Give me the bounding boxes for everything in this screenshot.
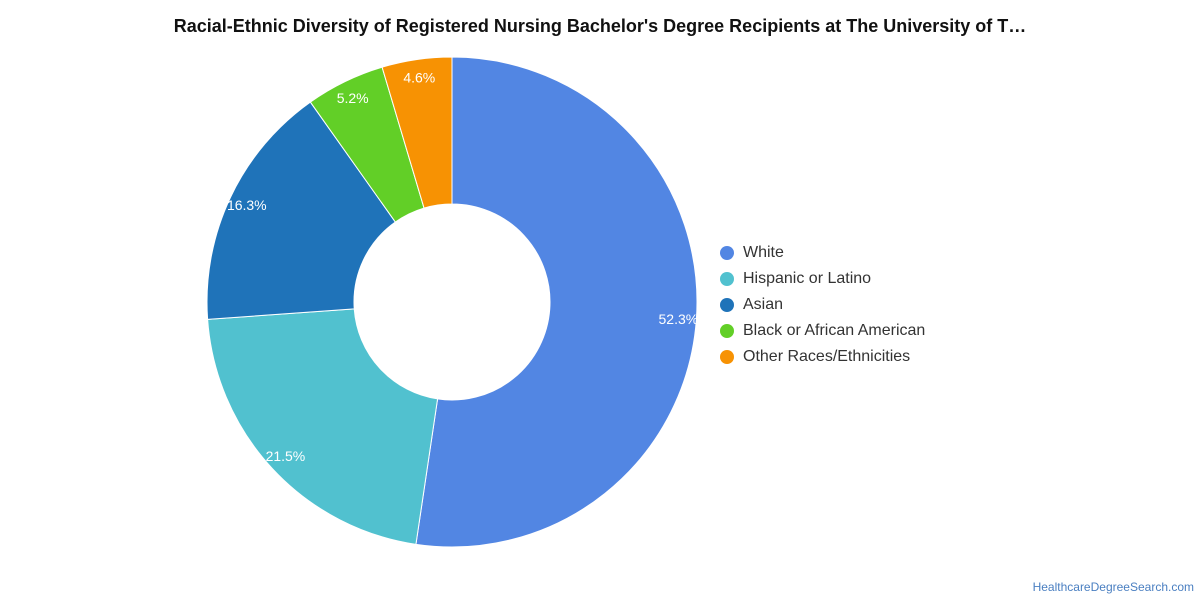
source-watermark[interactable]: HealthcareDegreeSearch.com [1032,580,1194,594]
slice-value-label: 5.2% [337,90,369,106]
slice-value-label: 16.3% [227,197,267,213]
legend-item[interactable]: Other Races/Ethnicities [720,344,925,370]
legend-swatch-icon [720,350,734,364]
legend-item[interactable]: Black or African American [720,318,925,344]
slice-value-label: 21.5% [266,448,306,464]
legend-swatch-icon [720,324,734,338]
slice-hispanic-or-latino[interactable] [207,308,439,545]
legend-label: Black or African American [743,322,926,339]
legend-item[interactable]: White [720,240,925,266]
legend-item[interactable]: Hispanic or Latino [720,266,925,292]
legend-swatch-icon [720,272,734,286]
legend-label: Hispanic or Latino [743,270,872,287]
legend-label: Asian [743,296,784,313]
slice-value-label: 4.6% [403,69,435,85]
slice-white[interactable] [415,56,698,548]
chart-title: Racial-Ethnic Diversity of Registered Nu… [173,16,1027,36]
legend-swatch-icon [720,246,734,260]
slice-value-label: 52.3% [659,311,699,327]
slice-other-races-ethnicities[interactable] [381,56,453,209]
legend-label: White [743,244,784,261]
legend-swatch-icon [720,298,734,312]
chart-legend: White Hispanic or Latino Asian Black or Afr… [720,240,925,370]
legend-label: Other Races/Ethnicities [743,348,911,365]
legend-item[interactable]: Asian [720,292,925,318]
